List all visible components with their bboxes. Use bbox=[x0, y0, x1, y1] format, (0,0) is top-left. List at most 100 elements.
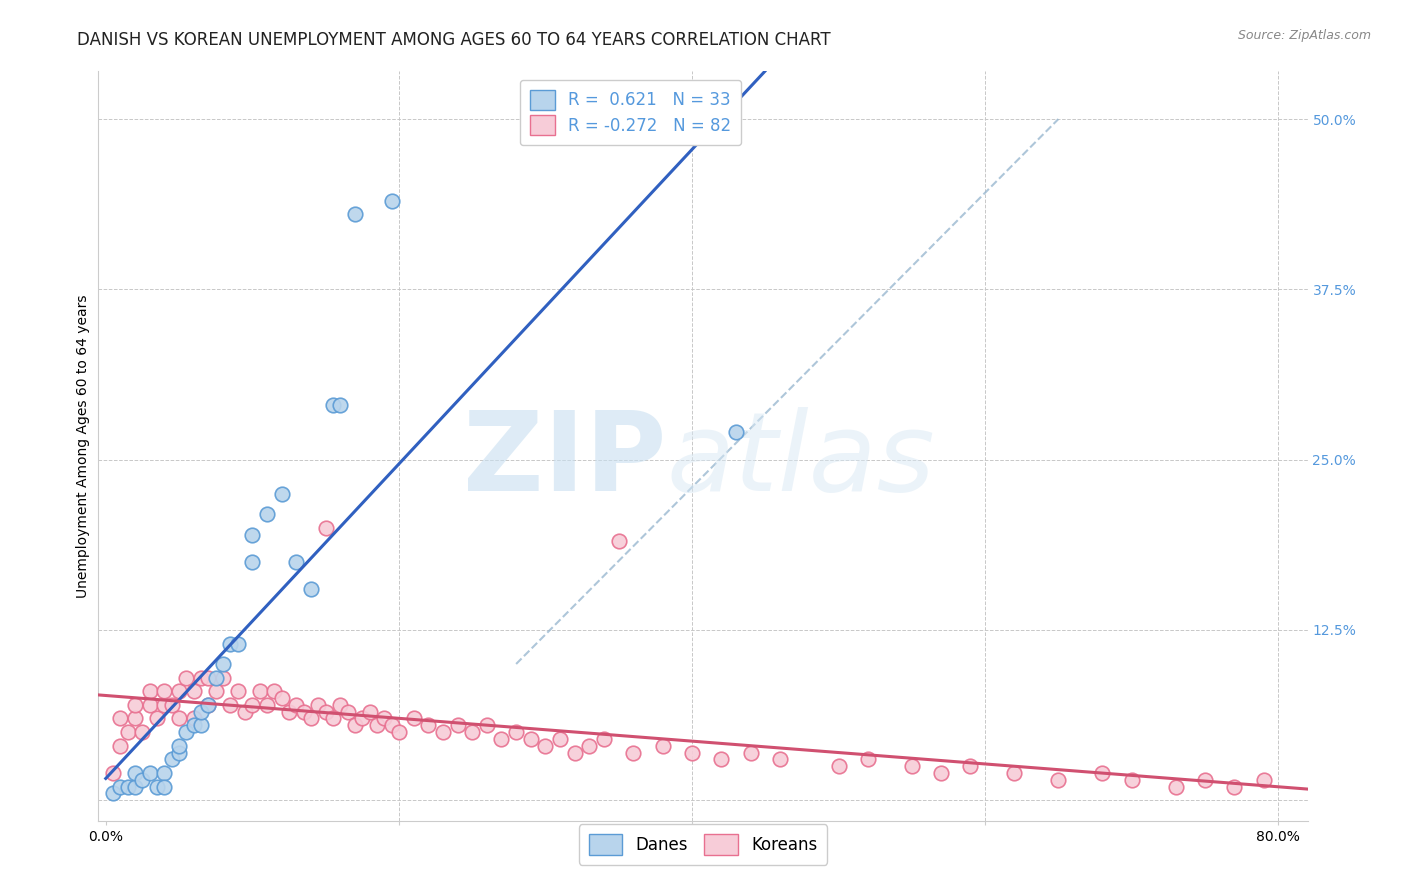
Point bbox=[190, 718, 212, 732]
Point bbox=[117, 780, 139, 794]
Point bbox=[124, 711, 146, 725]
Point bbox=[343, 207, 366, 221]
Point bbox=[1253, 772, 1275, 787]
Point bbox=[110, 711, 132, 725]
Point bbox=[270, 691, 292, 706]
Point bbox=[336, 705, 359, 719]
Point bbox=[380, 718, 402, 732]
Point bbox=[1091, 766, 1114, 780]
Point bbox=[190, 671, 212, 685]
Point bbox=[263, 684, 285, 698]
Text: ZIP: ZIP bbox=[464, 408, 666, 515]
Point bbox=[299, 582, 322, 596]
Point bbox=[240, 527, 263, 541]
Point bbox=[101, 766, 124, 780]
Point bbox=[740, 746, 762, 760]
Point bbox=[432, 725, 454, 739]
Point bbox=[388, 725, 411, 739]
Point bbox=[475, 718, 498, 732]
Point bbox=[101, 786, 124, 800]
Point bbox=[901, 759, 924, 773]
Point bbox=[219, 636, 242, 650]
Point bbox=[131, 725, 153, 739]
Point bbox=[183, 711, 205, 725]
Point bbox=[138, 766, 160, 780]
Point bbox=[681, 746, 703, 760]
Point bbox=[827, 759, 849, 773]
Point bbox=[343, 718, 366, 732]
Point bbox=[461, 725, 484, 739]
Point bbox=[167, 746, 190, 760]
Point bbox=[548, 731, 571, 746]
Point bbox=[124, 766, 146, 780]
Point bbox=[256, 698, 278, 712]
Point bbox=[402, 711, 425, 725]
Point bbox=[110, 739, 132, 753]
Point bbox=[329, 398, 352, 412]
Point bbox=[138, 698, 160, 712]
Point bbox=[359, 705, 381, 719]
Point bbox=[621, 746, 644, 760]
Point bbox=[724, 425, 747, 440]
Point bbox=[160, 752, 183, 766]
Text: DANISH VS KOREAN UNEMPLOYMENT AMONG AGES 60 TO 64 YEARS CORRELATION CHART: DANISH VS KOREAN UNEMPLOYMENT AMONG AGES… bbox=[77, 31, 831, 49]
Point bbox=[204, 684, 226, 698]
Point bbox=[299, 711, 322, 725]
Point bbox=[418, 718, 440, 732]
Point bbox=[167, 684, 190, 698]
Point bbox=[307, 698, 329, 712]
Point bbox=[366, 718, 388, 732]
Point bbox=[146, 711, 169, 725]
Point bbox=[710, 752, 733, 766]
Point bbox=[929, 766, 952, 780]
Point bbox=[146, 780, 169, 794]
Point bbox=[256, 507, 278, 521]
Point bbox=[380, 194, 402, 208]
Point bbox=[138, 684, 160, 698]
Point bbox=[153, 766, 176, 780]
Point bbox=[117, 725, 139, 739]
Point bbox=[167, 739, 190, 753]
Point bbox=[183, 684, 205, 698]
Point bbox=[352, 711, 374, 725]
Point bbox=[285, 698, 308, 712]
Point bbox=[593, 731, 616, 746]
Point bbox=[446, 718, 468, 732]
Point bbox=[315, 705, 337, 719]
Point bbox=[491, 731, 513, 746]
Point bbox=[959, 759, 981, 773]
Point bbox=[204, 671, 226, 685]
Point bbox=[249, 684, 271, 698]
Point bbox=[160, 698, 183, 712]
Point bbox=[315, 521, 337, 535]
Point bbox=[124, 698, 146, 712]
Point bbox=[167, 711, 190, 725]
Point bbox=[240, 555, 263, 569]
Point bbox=[1223, 780, 1246, 794]
Point bbox=[578, 739, 600, 753]
Point bbox=[190, 705, 212, 719]
Point bbox=[131, 772, 153, 787]
Point bbox=[856, 752, 879, 766]
Point bbox=[153, 698, 176, 712]
Point bbox=[534, 739, 557, 753]
Point bbox=[124, 780, 146, 794]
Legend: Danes, Koreans: Danes, Koreans bbox=[579, 824, 827, 864]
Point bbox=[1121, 772, 1143, 787]
Point bbox=[153, 780, 176, 794]
Point bbox=[564, 746, 586, 760]
Point bbox=[197, 671, 219, 685]
Point bbox=[176, 725, 198, 739]
Text: atlas: atlas bbox=[666, 408, 935, 515]
Point bbox=[197, 698, 219, 712]
Point bbox=[219, 698, 242, 712]
Point bbox=[197, 698, 219, 712]
Point bbox=[226, 636, 249, 650]
Point bbox=[183, 718, 205, 732]
Point bbox=[1004, 766, 1026, 780]
Point bbox=[285, 555, 308, 569]
Point bbox=[292, 705, 315, 719]
Point bbox=[1164, 780, 1187, 794]
Text: Source: ZipAtlas.com: Source: ZipAtlas.com bbox=[1237, 29, 1371, 42]
Point bbox=[322, 398, 344, 412]
